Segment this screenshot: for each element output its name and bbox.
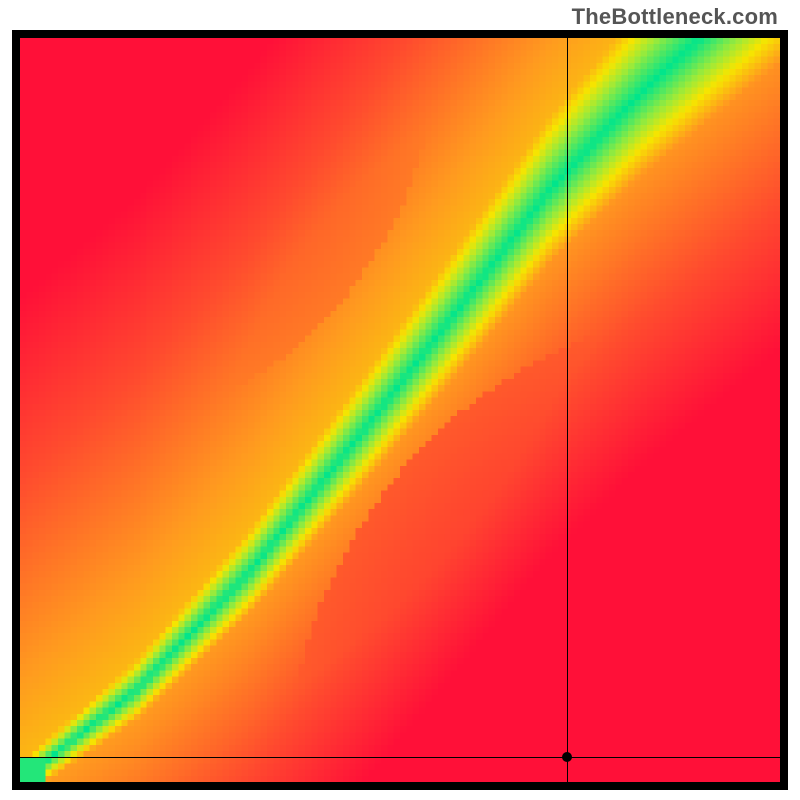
watermark-text: TheBottleneck.com bbox=[572, 4, 778, 30]
chart-frame bbox=[12, 30, 788, 790]
heatmap-canvas bbox=[20, 38, 780, 782]
heatmap-plot-area bbox=[20, 38, 780, 782]
crosshair-vertical bbox=[567, 38, 568, 782]
crosshair-marker-dot bbox=[562, 752, 572, 762]
crosshair-horizontal bbox=[20, 757, 780, 758]
